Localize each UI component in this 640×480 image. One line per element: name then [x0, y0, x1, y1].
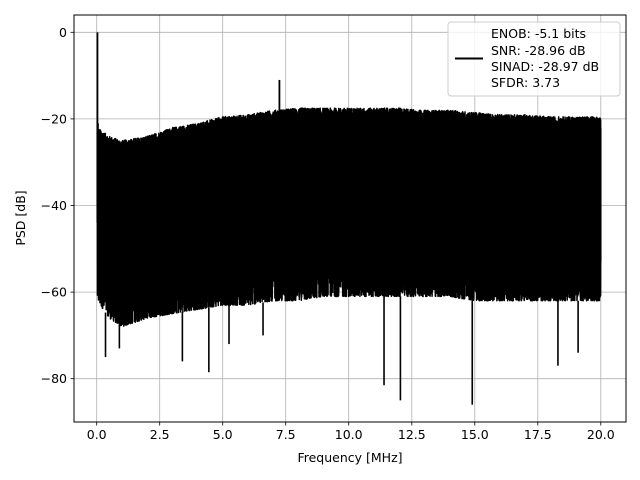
- y-tick-label: −60: [41, 285, 67, 300]
- x-axis: 0.0 2.5 5.0 7.5 10.0 12.5 15.0 17.5 20.0: [87, 422, 615, 442]
- y-tick-label: −80: [41, 371, 67, 386]
- x-tick-label: 12.5: [398, 427, 426, 442]
- y-axis-label: PSD [dB]: [13, 190, 28, 245]
- x-tick-label: 17.5: [524, 427, 552, 442]
- x-tick-label: 5.0: [213, 427, 233, 442]
- x-tick-label: 20.0: [587, 427, 615, 442]
- plot-frame: [73, 14, 627, 423]
- x-tick-label: 15.0: [461, 427, 489, 442]
- y-tick-label: −40: [41, 198, 67, 213]
- x-axis-label: Frequency [MHz]: [297, 450, 402, 465]
- x-tick-label: 2.5: [150, 427, 170, 442]
- y-tick-label: −20: [41, 111, 67, 126]
- legend-snr: SNR: -28.96 dB: [491, 43, 586, 58]
- legend-box: [447, 21, 621, 97]
- y-tick-label: 0: [59, 25, 67, 40]
- psd-line: [96, 107, 602, 327]
- psd-series: [96, 32, 602, 405]
- x-tick-label: 0.0: [87, 427, 107, 442]
- y-axis: 0 −20 −40 −60 −80: [41, 25, 74, 386]
- legend: ENOB: -5.1 bits SNR: -28.96 dB SINAD: -2…: [447, 21, 621, 97]
- legend-sinad: SINAD: -28.97 dB: [491, 59, 599, 74]
- x-tick-label: 7.5: [276, 427, 296, 442]
- x-tick-label: 10.0: [335, 427, 363, 442]
- legend-enob: ENOB: -5.1 bits: [491, 26, 586, 41]
- legend-sfdr: SFDR: 3.73: [491, 75, 560, 90]
